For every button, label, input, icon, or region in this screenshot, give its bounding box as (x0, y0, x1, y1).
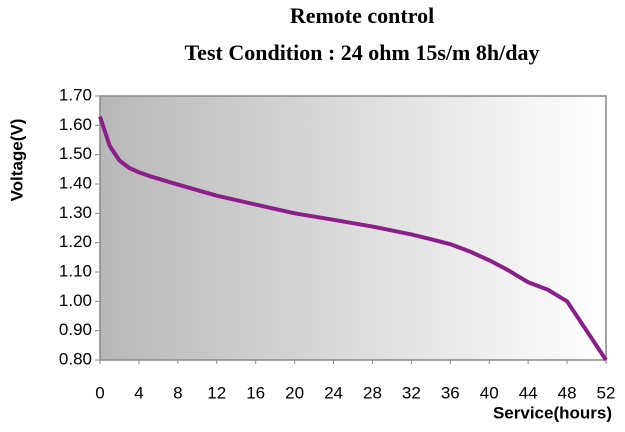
x-tick-label: 16 (246, 383, 265, 402)
x-tick-label: 0 (95, 383, 104, 402)
x-tick-label: 4 (134, 383, 143, 402)
y-tick-label: 1.40 (59, 173, 92, 192)
y-tick-label: 1.70 (59, 85, 92, 104)
y-axis-title: Voltage(V) (7, 119, 26, 202)
y-tick-label: 1.50 (59, 144, 92, 163)
x-tick-label: 20 (285, 383, 304, 402)
x-tick-label: 40 (480, 383, 499, 402)
data-line (98, 115, 608, 362)
plot-area (99, 95, 607, 361)
chart-title: Remote control (290, 3, 434, 28)
x-tick-label: 36 (441, 383, 460, 402)
x-tick-label: 52 (597, 383, 616, 402)
x-tick-label: 12 (207, 383, 226, 402)
chart-subtitle: Test Condition : 24 ohm 15s/m 8h/day (185, 40, 540, 65)
x-tick-label: 28 (363, 383, 382, 402)
y-tick-label: 0.80 (59, 349, 92, 368)
y-tick-label: 1.30 (59, 203, 92, 222)
x-tick-label: 32 (402, 383, 421, 402)
y-tick-label: 1.60 (59, 115, 92, 134)
x-tick-label: 48 (558, 383, 577, 402)
x-axis-title: Service(hours) (493, 403, 612, 422)
y-tick-label: 1.20 (59, 232, 92, 251)
y-tick-label: 1.10 (59, 261, 92, 280)
x-tick-label: 44 (519, 383, 538, 402)
x-tick-label: 24 (324, 383, 343, 402)
y-tick-label: 1.00 (59, 291, 92, 310)
x-tick-label: 8 (173, 383, 182, 402)
y-tick-label: 0.90 (59, 320, 92, 339)
